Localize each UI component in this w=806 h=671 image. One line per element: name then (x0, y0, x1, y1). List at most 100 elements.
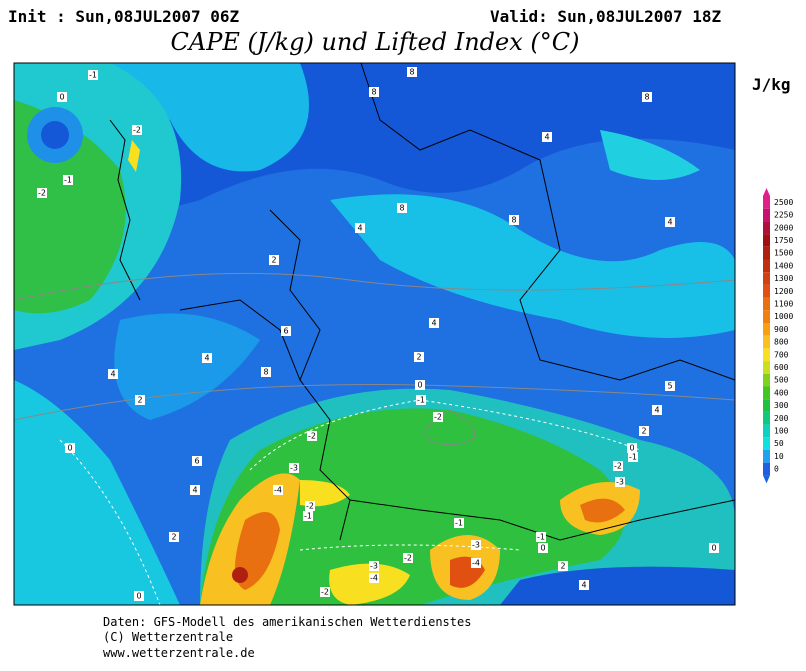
contour-label: 8 (399, 204, 404, 213)
contour-label: 0 (67, 444, 72, 453)
valid-time: Valid: Sun,08JUL2007 18Z (490, 7, 722, 26)
legend-top-arrow (763, 188, 770, 196)
contour-label-box (320, 587, 330, 597)
contour-label: 6 (194, 457, 199, 466)
contour-label-box (652, 405, 662, 415)
legend-swatch (763, 323, 770, 336)
legend-label: 300 (774, 401, 789, 410)
legend-swatch (763, 361, 770, 374)
contour-label: -1 (629, 453, 637, 462)
contour-label: -2 (38, 189, 46, 198)
contour-label: 2 (137, 396, 142, 405)
legend-swatch (763, 386, 770, 400)
contour-label: -3 (616, 478, 624, 487)
legend-label: 200 (774, 414, 789, 423)
contour-label-box (639, 426, 649, 436)
contour-label: 4 (581, 581, 586, 590)
legend-label: 2000 (774, 223, 793, 232)
contour-label: 4 (357, 224, 362, 233)
legend-label: 1300 (774, 274, 793, 283)
legend-label: 10 (774, 452, 784, 461)
contour-label-box (538, 543, 548, 553)
legend-swatch (763, 424, 770, 438)
contour-label-box (429, 318, 439, 328)
contour-label-box (542, 132, 552, 142)
contour-label-box (369, 573, 379, 583)
legend-label: 900 (774, 325, 789, 334)
legend-label: 1750 (774, 236, 793, 245)
contour-label-box (558, 561, 568, 571)
legend-swatch (763, 373, 770, 387)
legend-unit: J/kg (752, 75, 791, 94)
contour-label-box (627, 443, 637, 453)
contour-label-box (355, 223, 365, 233)
contour-label-box (665, 217, 675, 227)
contour-label-box (134, 591, 144, 601)
contour-label-box (135, 395, 145, 405)
contour-label-box (509, 215, 519, 225)
legend-swatch (763, 411, 770, 425)
contour-label-box (665, 381, 675, 391)
contour-label: -1 (537, 533, 545, 542)
legend-swatch (763, 196, 770, 209)
contour-label-box (369, 561, 379, 571)
contour-label: -2 (133, 126, 141, 135)
contour-label: 0 (59, 93, 64, 102)
contour-label: -4 (370, 574, 378, 583)
legend-label: 2250 (774, 211, 793, 220)
legend-swatch (763, 221, 770, 235)
contour-label: 4 (192, 486, 197, 495)
legend-swatch (763, 310, 770, 323)
contour-label: -1 (417, 396, 425, 405)
contour-label: 6 (283, 327, 288, 336)
footer-source: Daten: GFS-Modell des amerikanischen Wet… (103, 615, 471, 629)
contour-label-box (471, 540, 481, 550)
map-title: CAPE (J/kg) und Lifted Index (°C) (171, 28, 580, 56)
contour-label-box (57, 92, 67, 102)
contour-label: 8 (511, 216, 516, 225)
legend-swatch (763, 246, 770, 260)
contour-label-box (579, 580, 589, 590)
contour-label: 0 (136, 592, 141, 601)
contour-label-box (369, 87, 379, 97)
contour-label-box (269, 255, 279, 265)
contour-label: -2 (614, 462, 622, 471)
contour-label-box (63, 175, 73, 185)
legend-swatch (763, 462, 770, 476)
footer-url: www.wetterzentrale.de (103, 646, 255, 660)
contour-label-box (192, 456, 202, 466)
contour-label: -1 (304, 512, 312, 521)
contour-label-box (108, 369, 118, 379)
legend-label: 800 (774, 338, 789, 347)
contour-label: -3 (290, 464, 298, 473)
contour-label-box (433, 412, 443, 422)
contour-label-box (289, 463, 299, 473)
legend-label: 1500 (774, 249, 793, 258)
contour-label-box (37, 188, 47, 198)
legend-label: 100 (774, 426, 789, 435)
legend-swatch (763, 450, 770, 463)
contour-label: 5 (667, 382, 672, 391)
contour-label: 4 (667, 218, 672, 227)
contour-label: -1 (455, 519, 463, 528)
contour-label: 0 (629, 444, 634, 453)
legend-label: 700 (774, 350, 789, 359)
contour-label-box (407, 67, 417, 77)
contour-label: -3 (472, 541, 480, 550)
contour-label: -2 (306, 502, 314, 511)
legend-swatch (763, 259, 770, 273)
contour-label: -2 (434, 413, 442, 422)
contour-label-box (65, 443, 75, 453)
contour-label: -4 (472, 559, 480, 568)
contour-label-box (536, 532, 546, 542)
contour-label: 4 (110, 370, 115, 379)
contour-label-box (615, 477, 625, 487)
contour-label: -2 (321, 588, 329, 597)
map-frame (13, 62, 736, 606)
contour-label: 2 (416, 353, 421, 362)
legend-label: 1200 (774, 287, 793, 296)
legend-label: 1100 (774, 299, 793, 308)
contour-label-box (709, 543, 719, 553)
